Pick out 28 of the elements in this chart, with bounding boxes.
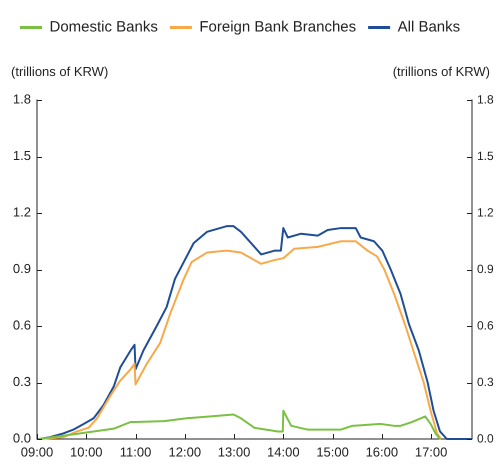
- x-tick-label: 16:00: [366, 444, 398, 460]
- x-tick-label: 10:00: [70, 444, 103, 460]
- y2-tick-label: 1.5: [477, 148, 494, 163]
- x-tick-label: 13:00: [218, 444, 250, 460]
- x-tick-label: 09:00: [20, 444, 54, 460]
- legend-label: Foreign Bank Branches: [199, 18, 356, 36]
- y2-tick-label: 0.9: [477, 262, 494, 276]
- y2-axis-title: (trillions of KRW): [392, 64, 490, 80]
- x-tick-label: 14:00: [267, 444, 300, 460]
- y-tick-label: 0.0: [12, 430, 31, 446]
- y2-tick-label: 1.2: [477, 205, 494, 220]
- y2-tick-label: 0.0: [477, 431, 494, 446]
- y2-tick-label: 0.6: [477, 318, 494, 332]
- legend-label: Domestic Banks: [50, 18, 158, 36]
- y2-tick-label: 0.3: [477, 374, 494, 389]
- y-tick-label: 0.6: [12, 318, 31, 333]
- x-tick-label: 15:00: [316, 444, 349, 460]
- legend-label: All Banks: [398, 18, 460, 36]
- y-tick-label: 0.9: [12, 261, 31, 276]
- y-tick-label: 1.2: [12, 204, 31, 220]
- y2-tick-label: 1.8: [477, 92, 494, 106]
- y-tick-label: 0.3: [12, 374, 31, 390]
- y-axis-title: (trillions of KRW): [11, 64, 108, 80]
- x-tick-label: 11:00: [120, 444, 152, 460]
- y-tick-label: 1.8: [12, 92, 31, 107]
- x-tick-label: 12:00: [168, 444, 202, 460]
- y-tick-label: 1.5: [12, 148, 31, 164]
- x-tick-label: 17:00: [414, 444, 448, 460]
